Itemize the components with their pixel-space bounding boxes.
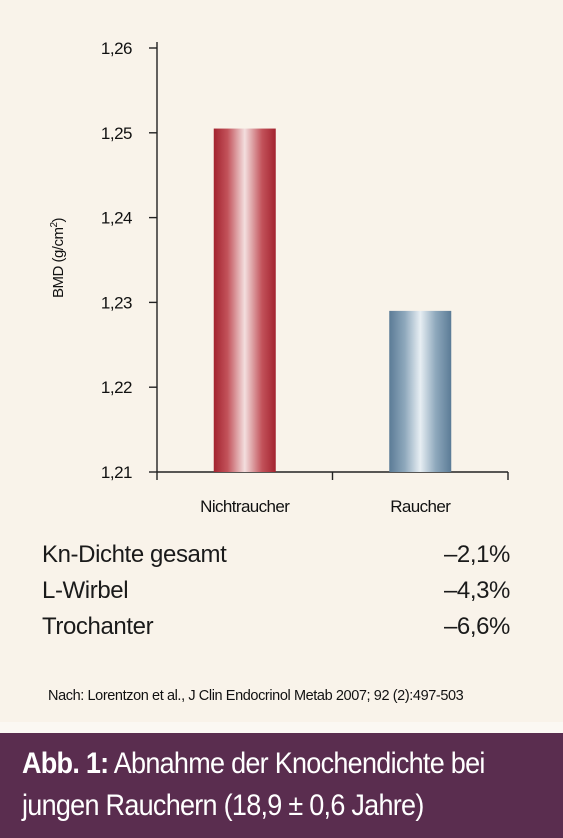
y-tick-label: 1,21 [101, 463, 132, 482]
figure-caption-band: Abb. 1: Abnahme der Knochendichte bei ju… [0, 733, 563, 838]
bar-chart: 1,21 1,22 1,23 1,24 1,25 1,26 Nichtraucher Rau… [49, 39, 509, 516]
y-tick-label: 1,25 [101, 124, 132, 143]
x-axis: Nichtraucher Raucher [156, 471, 509, 516]
figure-caption: Abb. 1: Abnahme der Knochendichte bei ju… [22, 743, 499, 827]
stat-value: –2,1% [443, 541, 510, 568]
y-tick-label: 1,26 [101, 39, 132, 58]
stat-label: Kn-Dichte gesamt [42, 541, 227, 568]
caption-prefix: Abb. 1: [22, 747, 109, 780]
y-axis: 1,21 1,22 1,23 1,24 1,25 1,26 [101, 39, 158, 482]
stat-row: L-Wirbel –4,3% [42, 577, 510, 613]
stat-row: Kn-Dichte gesamt –2,1% [42, 541, 510, 577]
caption-line1: Abnahme der Knochendichte bei [113, 747, 486, 780]
stat-label: Trochanter [42, 613, 154, 640]
source-citation: Nach: Lorentzon et al., J Clin Endocrino… [48, 688, 464, 704]
stat-row: Trochanter –6,6% [42, 613, 510, 649]
chart-panel: 1,21 1,22 1,23 1,24 1,25 1,26 Nichtraucher Rau… [42, 39, 511, 704]
y-tick-label: 1,24 [101, 209, 132, 228]
x-tick-label: Nichtraucher [200, 497, 290, 516]
stat-value: –6,6% [443, 613, 510, 640]
stat-value: –4,3% [443, 577, 510, 604]
bar [389, 310, 452, 472]
bars [213, 128, 452, 472]
y-axis-title: BMD (g/cm2) [49, 217, 67, 298]
bar [213, 128, 276, 472]
caption-line2: jungen Rauchern (18,9 ± 0,6 Jahre) [22, 789, 424, 822]
x-tick-label: Raucher [390, 497, 451, 516]
stat-label: L-Wirbel [42, 577, 129, 604]
y-tick-label: 1,22 [101, 378, 132, 397]
y-tick-label: 1,23 [101, 293, 132, 312]
